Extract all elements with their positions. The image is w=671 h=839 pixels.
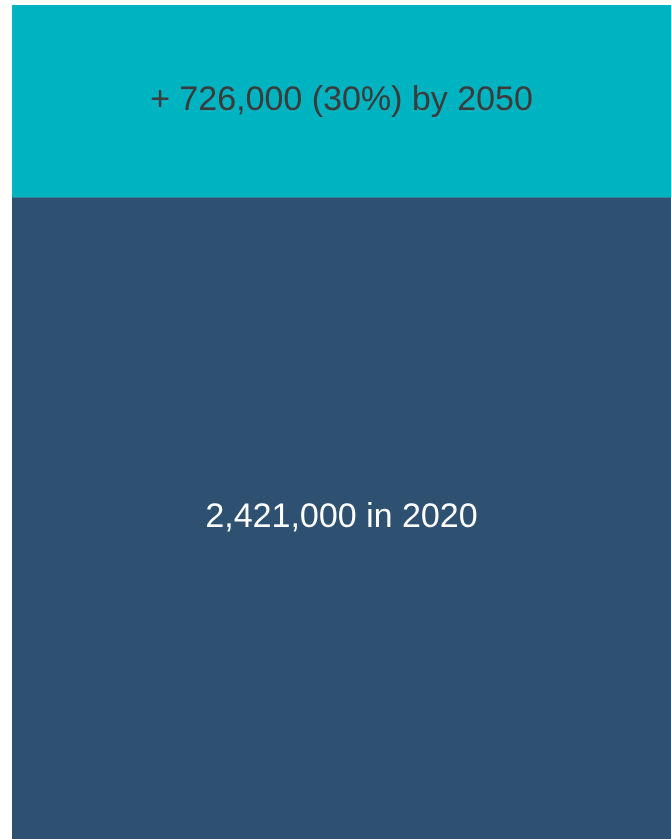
bar-segment xyxy=(12,197,671,839)
data-label: + 726,000 (30%) by 2050 xyxy=(150,80,533,118)
data-label: 2,421,000 in 2020 xyxy=(205,497,477,535)
bar-segment xyxy=(12,5,671,198)
